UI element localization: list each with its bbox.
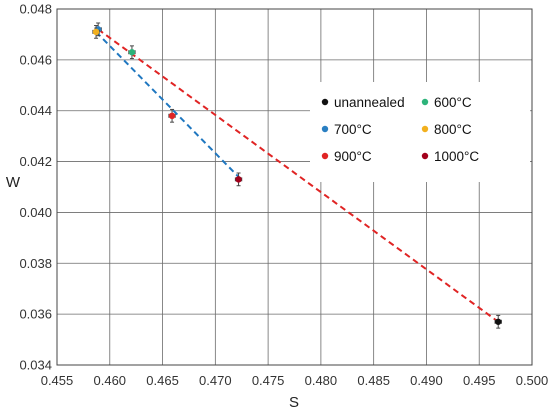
x-tick-label: 0.490 — [410, 373, 443, 388]
y-tick-label: 0.036 — [19, 307, 52, 322]
y-tick-label: 0.048 — [19, 2, 52, 17]
y-axis-label: W — [6, 174, 21, 191]
legend-entry: 800°C — [421, 122, 472, 137]
legend-entry: 1000°C — [421, 149, 479, 164]
y-tick-label: 0.044 — [19, 103, 52, 118]
legend-label: 600°C — [434, 95, 472, 110]
x-tick-label: 0.485 — [357, 373, 390, 388]
x-tick-label: 0.470 — [199, 373, 232, 388]
y-tick-label: 0.042 — [19, 154, 52, 169]
legend-marker — [421, 98, 429, 106]
legend-entry: 600°C — [421, 95, 472, 110]
x-tick-label: 0.480 — [305, 373, 338, 388]
y-tick-label: 0.046 — [19, 52, 52, 67]
plot-border — [56, 8, 533, 366]
y-tick-labels: 0.034 0.036 0.038 0.040 0.042 0.044 0.046 0.048 — [19, 2, 52, 373]
marker-2 — [128, 49, 136, 56]
trend-line-0 — [95, 31, 240, 178]
data-point — [92, 25, 100, 39]
legend-marker — [421, 152, 429, 160]
marker-1 — [495, 318, 502, 325]
legend-entry: 700°C — [321, 122, 372, 137]
marker-5 — [168, 112, 176, 120]
legend-label: 1000°C — [434, 149, 479, 164]
legend-marker — [321, 152, 329, 160]
data-point — [234, 172, 243, 187]
data-point — [168, 108, 176, 123]
data-points — [92, 22, 502, 329]
legend-label: 700°C — [334, 122, 372, 137]
x-tick-labels: 0.455 0.460 0.465 0.470 0.475 0.480 0.485 0.490… — [41, 373, 549, 388]
y-tick-label: 0.038 — [19, 256, 52, 271]
y-tick-label: 0.034 — [19, 358, 52, 373]
legend: unannealed 600°C 700°C 800°C 900°C 1000°C — [310, 82, 530, 182]
marker-6 — [235, 176, 242, 183]
legend-marker — [321, 125, 329, 133]
legend-label: 800°C — [434, 122, 472, 137]
x-tick-label: 0.455 — [41, 373, 74, 388]
x-tick-label: 0.460 — [94, 373, 127, 388]
legend-box — [310, 82, 530, 182]
legend-entry: 900°C — [321, 149, 372, 164]
legend-marker — [421, 125, 429, 133]
plot-area — [57, 9, 532, 365]
x-tick-label: 0.465 — [146, 373, 179, 388]
trend-lines — [95, 28, 499, 323]
data-point — [494, 314, 502, 329]
marker-4 — [92, 28, 100, 36]
trend-line-1 — [97, 28, 499, 323]
y-tick-label: 0.040 — [19, 205, 52, 220]
legend-marker — [321, 98, 329, 106]
legend-label: unannealed — [334, 95, 405, 110]
legend-entry: unannealed — [321, 95, 405, 110]
x-tick-label: 0.475 — [252, 373, 285, 388]
x-axis-label: S — [289, 394, 299, 411]
data-point — [128, 45, 136, 60]
legend-label: 900°C — [334, 149, 372, 164]
x-tick-label: 0.495 — [463, 373, 496, 388]
x-tick-label: 0.500 — [516, 373, 549, 388]
